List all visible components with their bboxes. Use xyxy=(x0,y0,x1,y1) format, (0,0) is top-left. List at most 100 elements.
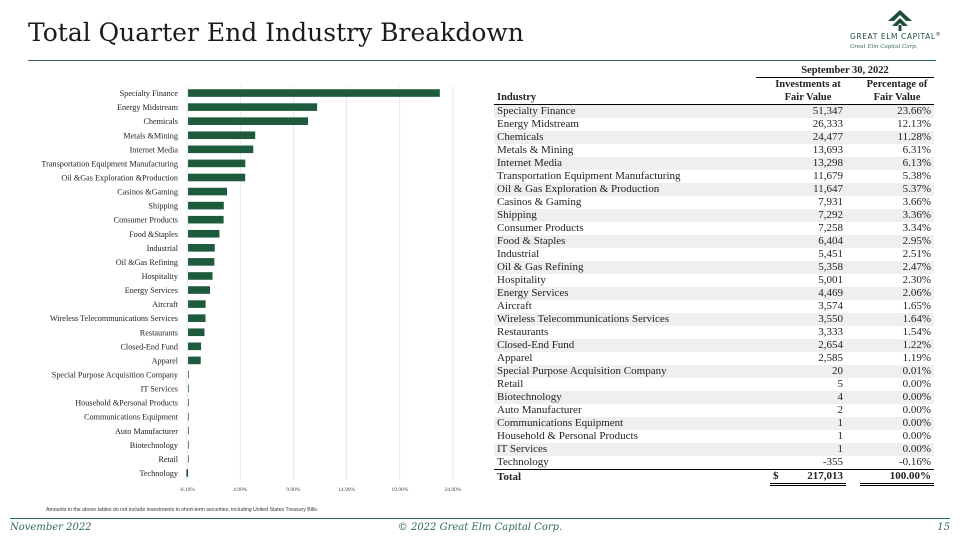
industry-cell: Technology xyxy=(497,456,549,468)
tree-logo-icon xyxy=(888,10,912,31)
category-label: Specialty Finance xyxy=(120,89,179,98)
fair-value-cell: -355 xyxy=(822,456,843,468)
category-label: Biotechnology xyxy=(130,441,179,450)
fair-value-cell: 51,347 xyxy=(770,104,846,118)
percentage-cell: 1.19% xyxy=(902,352,932,364)
percentage-cell: 6.13% xyxy=(860,157,935,170)
industry-cell: Closed-End Fund xyxy=(494,339,756,352)
table-row: Hospitality 5,001 2.30% xyxy=(494,274,934,287)
percentage-cell: 6.31% xyxy=(902,144,932,156)
percentage-cell: -0.16% xyxy=(898,456,932,468)
footer-copyright: © 2022 Great Elm Capital Corp. xyxy=(397,522,563,533)
category-label: Technology xyxy=(139,469,178,478)
table-row: Special Purpose Acquisition Company 20 0.0… xyxy=(494,365,935,378)
category-label: Apparel xyxy=(152,356,179,365)
fair-value-cell: 24,477 xyxy=(770,131,846,144)
category-label: Transportation Equipment Manufacturing xyxy=(41,159,178,168)
fair-value-cell: 3,550 xyxy=(770,313,846,326)
percentage-cell: 3.34% xyxy=(902,222,932,234)
bar xyxy=(188,229,220,238)
table-row: Restaurants 3,333 1.54% xyxy=(494,326,934,339)
bar xyxy=(188,117,309,125)
table-row: Household & Personal Products 1 0.00% xyxy=(494,430,934,443)
percentage-cell: 1.22% xyxy=(860,339,935,352)
fair-value-cell: 2,654 xyxy=(770,339,846,352)
category-label: Energy Services xyxy=(125,286,178,295)
fair-value-cell: 26,333 xyxy=(812,118,843,130)
total-value: 217,013 xyxy=(807,470,843,482)
bar xyxy=(188,314,206,322)
bar xyxy=(188,201,224,210)
industry-cell: Wireless Telecommunications Services xyxy=(494,313,756,326)
industry-cell: Restaurants xyxy=(497,326,549,338)
industry-cell: Internet Media xyxy=(494,157,756,170)
table-row: Chemicals 24,477 11.28% xyxy=(494,131,935,144)
table-row: Energy Services 4,469 2.06% xyxy=(494,287,935,300)
category-label: Metals &Mining xyxy=(123,131,178,140)
percentage-cell: 2.47% xyxy=(860,261,935,274)
company-logo: GREAT ELM CAPITAL® Great Elm Capital Cor… xyxy=(848,10,948,54)
industry-cell: Biotechnology xyxy=(494,391,756,404)
percentage-cell: 0.00% xyxy=(902,378,932,390)
logo-wordmark: GREAT ELM CAPITAL® xyxy=(850,32,942,41)
footer-divider xyxy=(10,518,950,519)
bar xyxy=(188,300,206,308)
percentage-cell: 0.00% xyxy=(860,443,935,456)
bar xyxy=(188,244,215,252)
bar xyxy=(188,187,228,196)
total-label: Total xyxy=(494,469,756,485)
page-title: Total Quarter End Industry Breakdown xyxy=(28,18,524,47)
percentage-cell: 1.64% xyxy=(860,313,935,326)
industry-cell: Chemicals xyxy=(494,131,756,144)
percentage-cell: 3.66% xyxy=(902,196,932,208)
fair-value-cell: 7,258 xyxy=(818,222,843,234)
logo-tagline: Great Elm Capital Corp. xyxy=(850,44,918,50)
industry-cell: Energy Services xyxy=(494,287,756,300)
industry-cell: Hospitality xyxy=(497,274,546,286)
fair-value-cell: 1 xyxy=(837,430,844,442)
percentage-cell: 11.28% xyxy=(860,131,935,144)
fair-value-cell: 7,292 xyxy=(770,209,846,222)
total-value-cell: $ 217,013 xyxy=(770,469,846,486)
category-label: Auto Manufacturer xyxy=(115,427,178,436)
industry-column-header: Industry xyxy=(494,77,756,105)
percentage-cell: 23.66% xyxy=(860,104,935,118)
bar xyxy=(188,89,440,97)
period-label: September 30, 2022 xyxy=(756,63,935,78)
table-row: Consumer Products 7,258 3.34% xyxy=(494,222,934,235)
industry-cell: Industrial xyxy=(497,248,540,260)
bar xyxy=(188,370,189,379)
category-label: Retail xyxy=(158,455,178,464)
fair-value-cell: 4,469 xyxy=(770,287,846,300)
industry-cell: Household & Personal Products xyxy=(497,430,638,442)
x-tick-label: 14.90% xyxy=(338,487,355,493)
x-tick-label: -0.10% xyxy=(179,487,195,493)
table-row: Food & Staples 6,404 2.95% xyxy=(494,235,935,248)
industry-cell: Shipping xyxy=(494,209,756,222)
percentage-cell: 12.13% xyxy=(897,118,932,130)
currency-symbol: $ xyxy=(773,470,779,482)
fair-value-cell: 1 xyxy=(770,443,846,456)
category-label: Food &Staples xyxy=(129,230,178,239)
footnote: Amounts in the above tables do not inclu… xyxy=(46,507,319,513)
percentage-cell: 2.51% xyxy=(902,248,932,260)
fair-value-cell: 5 xyxy=(837,378,844,390)
x-tick-label: 9.90% xyxy=(286,487,301,493)
title-divider xyxy=(28,60,936,61)
fair-value-cell: 3,333 xyxy=(818,326,843,338)
percentage-cell: 0.00% xyxy=(860,417,935,430)
fair-value-cell: 2,585 xyxy=(818,352,843,364)
category-label: Closed-End Fund xyxy=(120,342,178,351)
industry-cell: Specialty Finance xyxy=(494,104,756,118)
page-number: 15 xyxy=(937,522,950,533)
table-row: Oil & Gas Exploration & Production 11,647… xyxy=(494,183,935,196)
table-row: IT Services 1 0.00% xyxy=(494,443,935,456)
table-row: Apparel 2,585 1.19% xyxy=(494,352,934,365)
category-label: Special Purpose Acquisition Company xyxy=(52,370,179,379)
category-label: Energy Midstream xyxy=(117,103,179,112)
industry-cell: Aircraft xyxy=(497,300,532,312)
x-tick-label: 4.90% xyxy=(233,487,248,493)
percentage-cell: 1.54% xyxy=(902,326,932,338)
table-row: Retail 5 0.00% xyxy=(494,378,934,391)
percentage-cell: 5.38% xyxy=(902,170,932,182)
